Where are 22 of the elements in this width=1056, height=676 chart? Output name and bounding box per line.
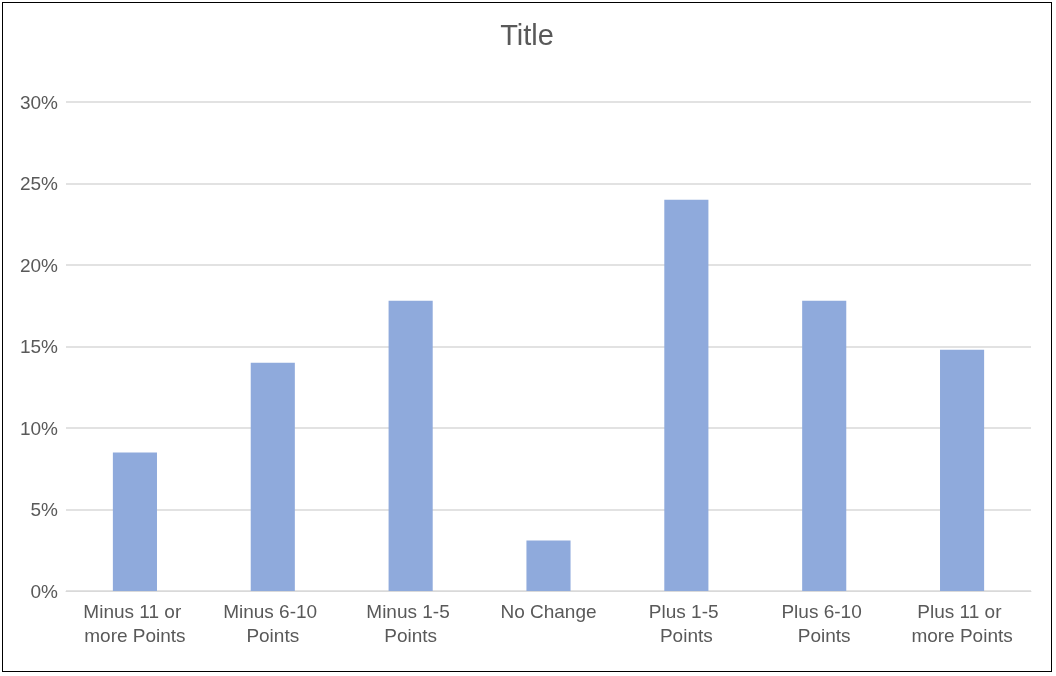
bar	[526, 540, 571, 591]
bar	[802, 300, 847, 591]
x-tick-label: Plus 11 or more Points	[911, 600, 1013, 646]
x-tick-label: Minus 6-10 Points	[223, 600, 323, 646]
x-tick-label: Minus 1-5 Points	[366, 600, 455, 646]
x-tick-label: Plus 6-10 Points	[781, 600, 867, 646]
y-tick-label: 30%	[19, 91, 59, 113]
bar	[388, 300, 433, 591]
y-tick-label: 0%	[30, 580, 59, 602]
bar	[664, 199, 709, 591]
bar	[112, 452, 157, 591]
x-tick-label: Plus 1-5 Points	[648, 600, 724, 646]
bar	[940, 349, 985, 591]
y-tick-label: 25%	[19, 173, 59, 194]
chart-title: Title	[500, 18, 554, 51]
y-tick-label: 20%	[19, 254, 59, 276]
y-tick-label: 15%	[19, 336, 59, 357]
x-tick-label: Minus 11 or more Points	[83, 600, 187, 646]
y-tick-label: 10%	[19, 417, 59, 439]
x-tick-label: No Change	[500, 600, 597, 622]
y-tick-label: 5%	[30, 499, 59, 520]
bar	[250, 362, 295, 591]
